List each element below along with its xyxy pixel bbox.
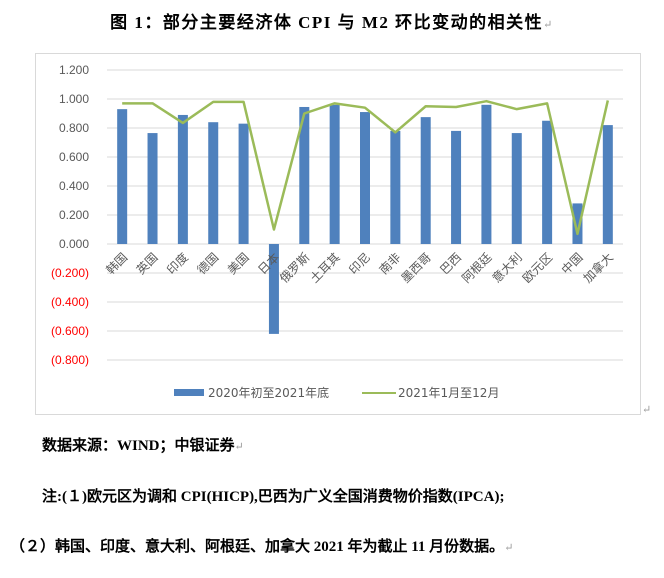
bar xyxy=(147,133,158,244)
footnote-1: 注:(１)欧元区为调和 CPI(HICP),巴西为广义全国消费物价指数(IPCA… xyxy=(42,485,504,506)
legend-bar-label: 2020年初至2021年底 xyxy=(208,385,329,400)
y-tick-label: 0.800 xyxy=(59,121,89,135)
paragraph-mark-icon: ↵ xyxy=(234,441,244,453)
paragraph-mark-icon: ↵ xyxy=(642,404,652,416)
legend-bar-swatch xyxy=(174,389,204,396)
y-tick-label: (0.400) xyxy=(51,295,89,309)
bar xyxy=(117,109,128,245)
y-tick-label: 0.600 xyxy=(59,150,89,164)
bar xyxy=(299,106,310,244)
figure-title-text: 图 1：部分主要经济体 CPI 与 M2 环比变动的相关性 xyxy=(110,13,544,32)
bar xyxy=(572,203,583,244)
bar xyxy=(329,104,340,244)
line-series xyxy=(122,99,610,236)
y-tick-label: 1.000 xyxy=(59,92,89,106)
bar xyxy=(360,112,370,244)
bar xyxy=(177,114,188,244)
bar xyxy=(420,117,431,244)
bar xyxy=(511,133,522,244)
y-tick-label: 0.400 xyxy=(59,179,89,193)
x-tick-label: 俄罗斯 xyxy=(277,250,312,285)
bar xyxy=(208,122,219,244)
figure-title: 图 1：部分主要经济体 CPI 与 M2 环比变动的相关性↵ xyxy=(0,8,664,33)
bar xyxy=(542,120,553,244)
y-tick-label: 0.000 xyxy=(59,237,89,251)
x-tick-label: 土耳其 xyxy=(307,250,342,285)
paragraph-mark-icon: ↵ xyxy=(543,19,554,31)
chart-frame xyxy=(35,53,641,415)
y-tick-label: (0.800) xyxy=(51,353,89,367)
footnote-2: （２）韩国、印度、意大利、阿根廷、加拿大 2021 年为截止 11 月份数据。↵ xyxy=(10,535,513,556)
y-tick-label: 1.200 xyxy=(59,63,89,77)
x-tick-label: 阿根廷 xyxy=(459,250,494,285)
y-tick-label: 0.200 xyxy=(59,208,89,222)
bar xyxy=(602,125,613,244)
x-tick-label: 墨西哥 xyxy=(398,250,433,285)
y-tick-label: (0.200) xyxy=(51,266,89,280)
bar xyxy=(451,130,462,244)
bar xyxy=(238,123,249,244)
y-tick-label: (0.600) xyxy=(51,324,89,338)
paragraph-mark-icon: ↵ xyxy=(504,542,514,554)
bar xyxy=(268,244,279,334)
data-source-note: 数据来源：WIND；中银证券↵ xyxy=(42,434,244,455)
data-source-text: 数据来源：WIND；中银证券 xyxy=(42,438,235,454)
footnote-2-text: （２）韩国、印度、意大利、阿根廷、加拿大 2021 年为截止 11 月份数据。 xyxy=(10,539,505,555)
x-tick-label: 加拿大 xyxy=(580,250,616,286)
legend-line-label: 2021年1月至12月 xyxy=(398,386,499,400)
x-tick-label: 欧元区 xyxy=(520,250,555,285)
bar xyxy=(481,104,492,244)
x-tick-label: 意大利 xyxy=(489,250,525,286)
footnote-1-text: 注:(１)欧元区为调和 CPI(HICP),巴西为广义全国消费物价指数(IPCA… xyxy=(42,489,505,505)
bar xyxy=(390,130,401,244)
